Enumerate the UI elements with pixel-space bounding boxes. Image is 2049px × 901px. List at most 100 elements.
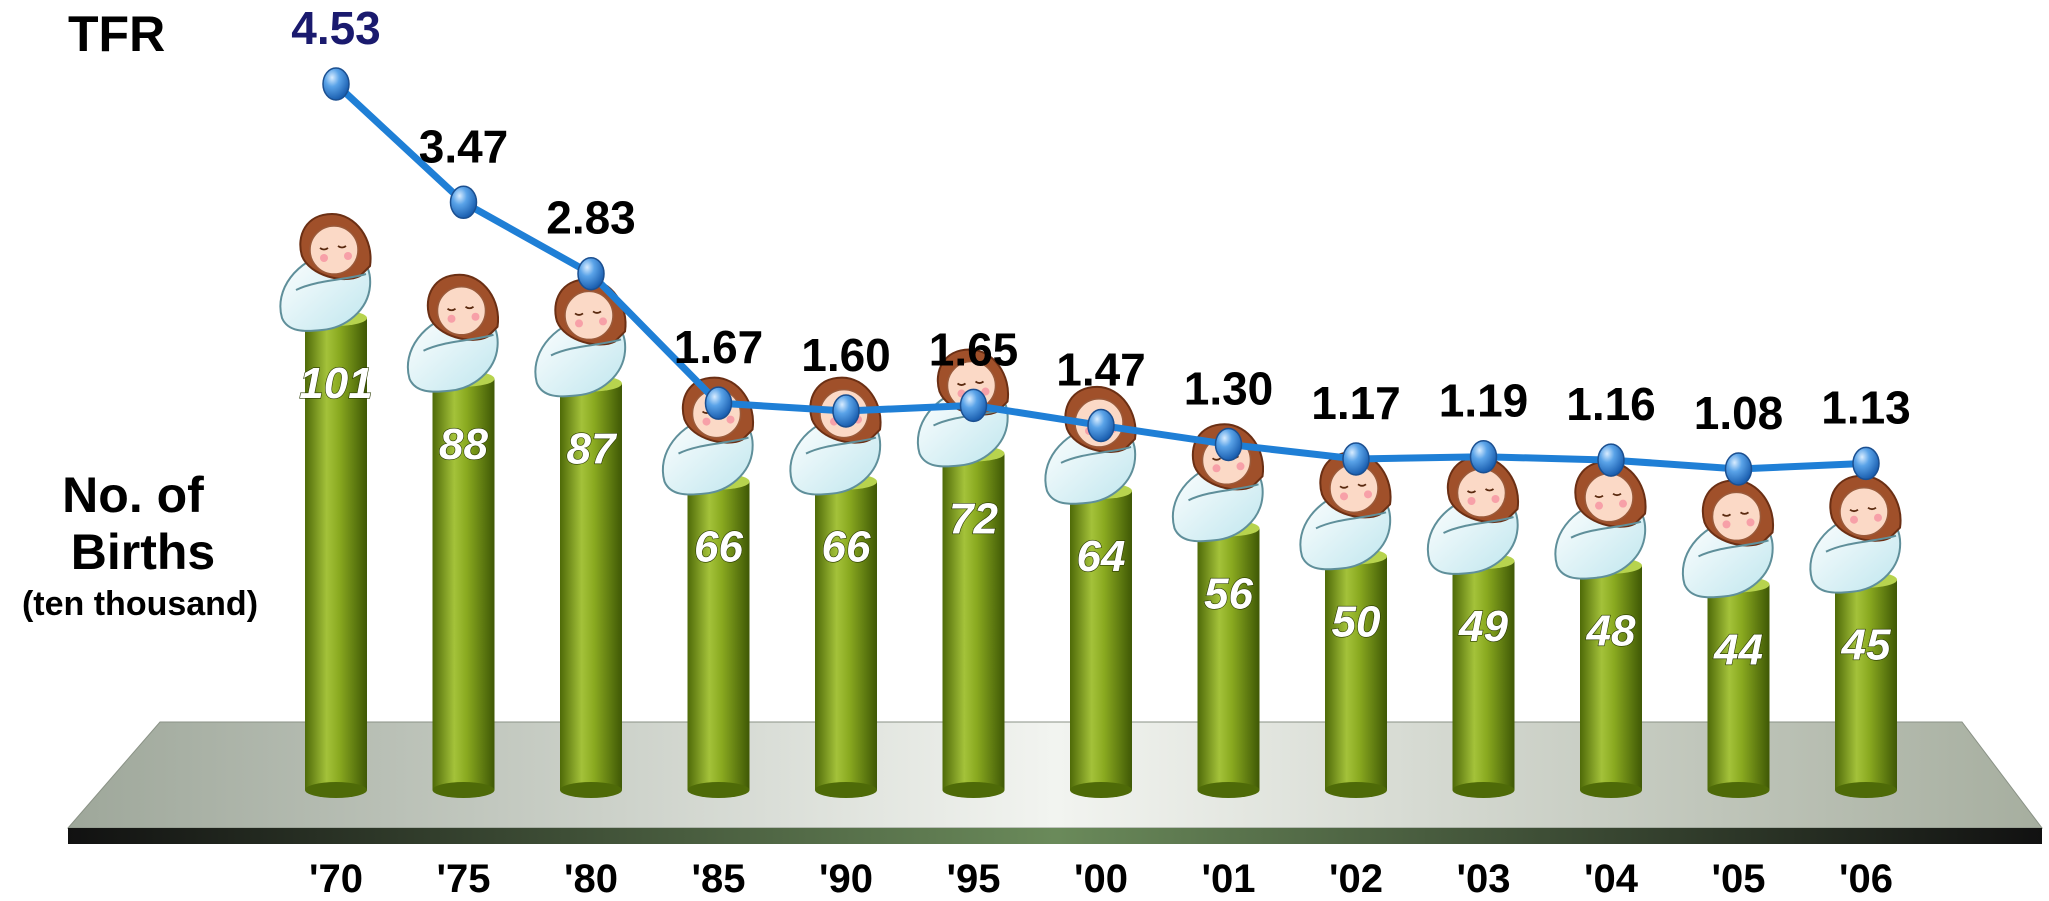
- x-tick-label: '05: [1711, 857, 1765, 901]
- bar-8: 50: [1299, 451, 1392, 798]
- x-tick-label: '04: [1584, 857, 1639, 901]
- bar-cylinder: [942, 453, 1005, 790]
- bar-base: [1835, 782, 1897, 798]
- bar-value-label: 64: [1077, 532, 1126, 581]
- bar-base: [1325, 782, 1387, 798]
- bar-11: 44: [1682, 479, 1775, 798]
- swaddled-baby-icon: [1299, 451, 1392, 571]
- tfr-value-label: 4.53: [291, 2, 381, 54]
- bar-value-label: 72: [949, 495, 998, 544]
- tfr-point: [1342, 442, 1370, 476]
- tfr-value-label: 1.47: [1056, 343, 1146, 395]
- tfr-value-label: 1.60: [801, 329, 891, 381]
- bar-6: 64: [1044, 385, 1137, 798]
- tfr-point: [1852, 446, 1880, 481]
- bar-value-label: 56: [1204, 569, 1253, 618]
- bar-value-label: 45: [1841, 621, 1891, 670]
- platform-edge: [68, 828, 2042, 844]
- swaddled-baby-icon: [662, 376, 755, 496]
- bar-3: 66: [662, 376, 755, 798]
- tfr-value-label: 1.16: [1566, 378, 1656, 430]
- tfr-value-label: 1.13: [1821, 381, 1911, 433]
- bar-cylinder: [432, 378, 495, 790]
- x-tick-label: '03: [1456, 857, 1510, 901]
- x-tick-label: '95: [946, 857, 1000, 901]
- bar-1: 88: [407, 273, 500, 798]
- swaddled-baby-icon: [1044, 385, 1137, 505]
- x-tick-label: '01: [1201, 857, 1255, 901]
- bar-cylinder: [687, 481, 750, 790]
- tfr-value-label: 2.83: [546, 192, 636, 244]
- tfr-point: [322, 67, 350, 101]
- bar-cylinder: [560, 383, 622, 790]
- bar-base: [1707, 782, 1770, 798]
- swaddled-baby-icon: [279, 212, 372, 332]
- tfr-value-label: 1.19: [1439, 375, 1529, 427]
- bar-base: [432, 782, 495, 798]
- bar-9: 49: [1427, 456, 1520, 798]
- tfr-point: [1469, 439, 1498, 474]
- bar-value-label: 44: [1713, 625, 1763, 674]
- x-tick-label: '80: [564, 857, 618, 901]
- x-tick-label: '90: [819, 857, 873, 901]
- x-tick-label: '00: [1074, 857, 1128, 901]
- tfr-point: [577, 256, 605, 291]
- tfr-point: [1597, 443, 1625, 477]
- tfr-line-layer: 4.53 3.47 2.83 1.67 1.60 1.65 1.47 1.30 1.17 1.19…: [291, 2, 1911, 486]
- bar-value-label: 49: [1458, 602, 1508, 651]
- x-tick-label: '75: [436, 857, 490, 901]
- bar-base: [560, 782, 622, 798]
- bar-cylinder: [815, 481, 877, 790]
- bar-base: [815, 782, 877, 798]
- tfr-point: [1214, 427, 1243, 462]
- bar-base: [305, 782, 367, 798]
- bar-10: 48: [1554, 460, 1647, 798]
- swaddled-baby-icon: [1554, 460, 1647, 580]
- bar-cylinder: [1197, 528, 1260, 790]
- tfr-point: [704, 386, 733, 420]
- bar-base: [1452, 782, 1515, 798]
- tfr-value-label: 1.67: [674, 321, 764, 373]
- bar-value-label: 48: [1586, 607, 1636, 656]
- tfr-value-label: 1.17: [1311, 377, 1401, 429]
- bar-cylinder: [1070, 490, 1132, 790]
- tfr-point: [1087, 408, 1115, 443]
- tfr-point: [959, 388, 988, 423]
- bar-base: [687, 782, 750, 798]
- bar-cylinder: [1325, 556, 1387, 790]
- x-tick-label: '02: [1329, 857, 1383, 901]
- bar-value-label: 66: [822, 523, 871, 572]
- bars-layer: 101 88 87 66 66 72 64 56 50 49 48 44 45: [279, 212, 1902, 798]
- tfr-point: [449, 185, 478, 220]
- births-axis-unit: (ten thousand): [22, 585, 258, 623]
- bar-base: [1580, 782, 1642, 798]
- bar-cylinder: [1580, 565, 1642, 790]
- bar-2: 87: [534, 278, 627, 798]
- bar-0: 101: [279, 212, 373, 798]
- bar-value-label: 50: [1332, 597, 1381, 646]
- bar-12: 45: [1809, 474, 1902, 798]
- x-tick-label: '06: [1839, 857, 1893, 901]
- bar-base: [1070, 782, 1132, 798]
- bar-value-label: 101: [299, 359, 372, 408]
- births-axis-label-line2: Births: [71, 524, 215, 580]
- bar-cylinder: [1835, 579, 1897, 790]
- bar-base: [1197, 782, 1260, 798]
- bar-value-label: 88: [439, 420, 488, 469]
- bar-value-label: 66: [694, 523, 743, 572]
- bar-value-label: 87: [567, 424, 618, 473]
- bar-base: [942, 782, 1005, 798]
- swaddled-baby-icon: [407, 273, 500, 393]
- swaddled-baby-icon: [1427, 456, 1520, 575]
- bar-cylinder: [305, 318, 367, 790]
- swaddled-baby-icon: [789, 376, 882, 496]
- x-axis-ticks: '70 '75 '80 '85 '90 '95 '00 '01 '02 '03 '04 '05 '06: [309, 857, 1893, 901]
- tfr-point: [832, 394, 860, 428]
- tfr-value-label: 3.47: [419, 120, 509, 172]
- bar-cylinder: [1452, 561, 1515, 790]
- swaddled-baby-icon: [1809, 474, 1902, 594]
- x-tick-label: '85: [691, 857, 745, 901]
- swaddled-baby-icon: [1682, 479, 1775, 599]
- tfr-point: [1724, 452, 1753, 486]
